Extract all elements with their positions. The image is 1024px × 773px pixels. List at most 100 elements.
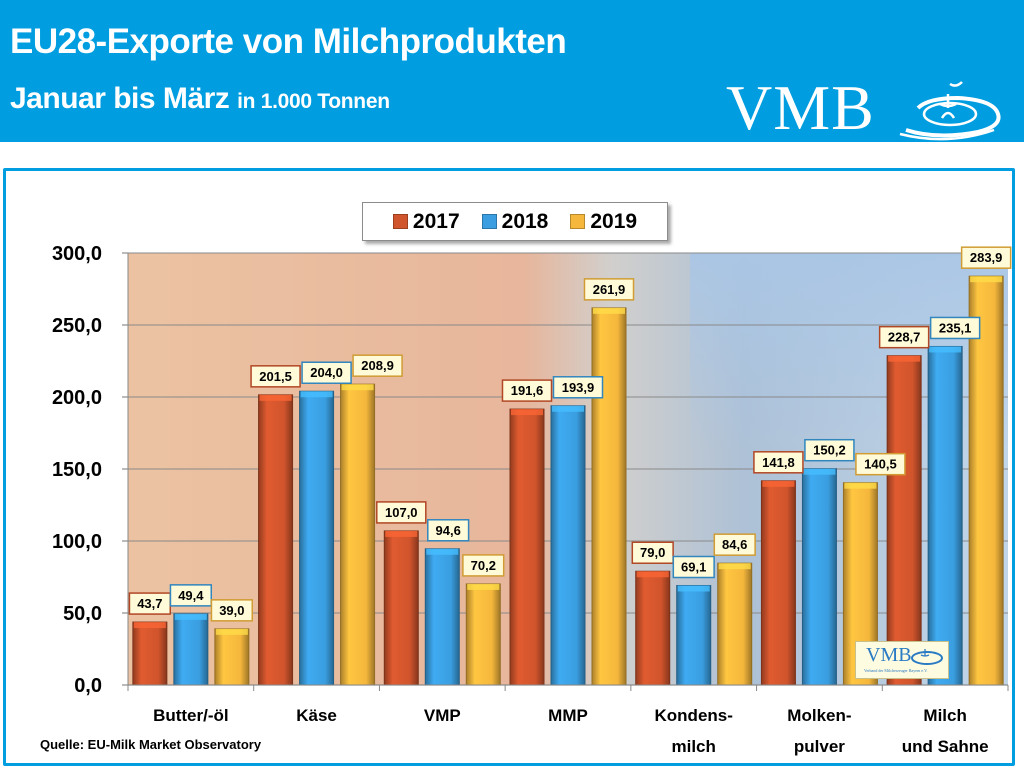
- bar-2017-0: [132, 621, 168, 686]
- x-tick-label: Käse: [296, 706, 337, 725]
- data-label-text: 193,9: [562, 380, 595, 395]
- data-label-text: 70,2: [471, 558, 496, 573]
- bar-cap-2017-6: [888, 355, 921, 362]
- data-label-text: 49,4: [178, 588, 204, 603]
- data-label-2018-3: 193,9: [552, 376, 604, 399]
- watermark-emblem-icon: [911, 649, 943, 665]
- legend-item-2019: 2019: [570, 210, 637, 234]
- bar-2018-1: [299, 390, 335, 686]
- data-label-box: [631, 541, 674, 564]
- data-label-text: 235,1: [939, 320, 972, 335]
- y-tick-label: 50,0: [63, 603, 102, 625]
- data-label-2017-5: 141,8: [753, 451, 804, 474]
- bar-cap-2017-3: [511, 409, 543, 416]
- legend-item-2017: 2017: [392, 210, 460, 234]
- x-tick-label: Kondens-: [655, 706, 733, 725]
- header-banner: EU28-Exporte von Milchprodukten Januar b…: [0, 0, 1024, 142]
- data-label-text: 204,0: [310, 365, 343, 380]
- x-tick-label: pulver: [794, 737, 845, 756]
- data-label-2017-3: 191,6: [501, 379, 553, 402]
- data-label-box: [878, 325, 930, 349]
- bar-cap-2019-5: [844, 482, 877, 489]
- data-label-text: 191,6: [511, 383, 544, 398]
- y-axis: 0,0 50,0 100,0 150,0 200,0 250,0 300,0: [52, 243, 129, 697]
- data-label-2017-4: 79,0: [631, 541, 674, 564]
- bar-2017-4: [635, 570, 671, 686]
- data-label-box: [713, 533, 756, 556]
- bar-cap-2019-6: [970, 276, 1003, 283]
- bar-cap-2018-2: [426, 548, 459, 555]
- x-tick-label: Molken-: [787, 706, 851, 725]
- bar-2019-4: [717, 562, 753, 686]
- data-label-2019-0: 39,0: [210, 599, 254, 622]
- data-label-text: 141,8: [762, 455, 795, 470]
- bar-2019-2: [465, 583, 501, 686]
- data-label-box: [352, 354, 403, 377]
- data-label-text: 150,2: [813, 443, 846, 458]
- vmb-watermark-logo: VMB Verband der Milcherzeuger Bayern e.V…: [855, 641, 949, 679]
- legend-label-2018: 2018: [501, 209, 549, 233]
- data-label-2019-4: 84,6: [713, 533, 756, 556]
- data-label-box: [250, 365, 301, 388]
- watermark-logo-text: VMB: [866, 644, 912, 666]
- data-label-box: [804, 438, 855, 462]
- bar-cap-2019-1: [341, 384, 374, 391]
- legend-item-2018: 2018: [481, 209, 549, 234]
- data-label-box: [855, 452, 906, 476]
- page-subtitle: Januar bis März in 1.000 Tonnen: [10, 82, 390, 116]
- y-tick-label: 300,0: [52, 243, 102, 265]
- data-label-2018-0: 49,4: [169, 584, 213, 607]
- bar-cap-2017-0: [133, 622, 166, 629]
- legend-swatch-2017: [392, 214, 408, 229]
- bar-cap-2018-0: [174, 613, 207, 620]
- data-label-box: [960, 246, 1012, 269]
- data-label-box: [583, 278, 635, 301]
- data-label-text: 39,0: [219, 603, 244, 618]
- bar-2017-5: [760, 480, 796, 686]
- data-label-box: [753, 451, 804, 474]
- unit-label: in 1.000 Tonnen: [237, 90, 390, 113]
- bar-2017-2: [383, 530, 419, 686]
- bar-2019-1: [340, 383, 376, 686]
- legend-swatch-2019: [570, 214, 586, 229]
- data-label-2017-0: 43,7: [128, 592, 172, 615]
- y-tick-label: 250,0: [52, 315, 102, 337]
- x-tick-label: und Sahne: [902, 737, 989, 756]
- data-label-2017-1: 201,5: [250, 365, 301, 388]
- bar-2017-3: [509, 408, 545, 686]
- vmb-logo-text: VMB: [726, 72, 875, 143]
- data-label-text: 107,0: [385, 505, 418, 520]
- bar-cap-2017-4: [636, 571, 669, 578]
- y-tick-label: 100,0: [52, 531, 102, 553]
- bar-cap-2018-1: [300, 391, 333, 398]
- vmb-logo: VMB: [726, 76, 1016, 142]
- bar-cap-2018-6: [929, 346, 962, 353]
- y-tick-label: 150,0: [52, 459, 102, 481]
- data-label-box: [427, 519, 470, 542]
- legend-label-2019: 2019: [590, 209, 638, 233]
- bar-cap-2018-3: [552, 405, 584, 412]
- data-label-text: 84,6: [722, 537, 747, 552]
- source-note: Quelle: EU-Milk Market Observatory: [40, 737, 262, 752]
- data-label-box: [552, 376, 604, 399]
- data-label-box: [376, 501, 427, 524]
- bar-cap-2019-3: [593, 307, 625, 314]
- bar-2019-3: [591, 307, 627, 686]
- x-axis: Butter/-öl Käse VMP MMP Kondens-milch Molken-…: [127, 684, 1009, 756]
- x-tick-label: MMP: [548, 706, 588, 725]
- data-label-2019-3: 261,9: [583, 278, 635, 301]
- data-labels: 43,7 201,5 107,0 191,6 79,0 141,8 228,7 49,4 204…: [128, 246, 1012, 622]
- data-label-2019-6: 283,9: [960, 246, 1012, 269]
- data-label-text: 283,9: [970, 250, 1003, 265]
- bar-2018-3: [550, 405, 586, 686]
- y-tick-label: 0,0: [74, 675, 102, 697]
- bar-2018-0: [173, 613, 209, 686]
- data-label-text: 69,1: [681, 559, 706, 574]
- data-label-box: [169, 584, 213, 607]
- data-label-text: 94,6: [436, 523, 461, 538]
- bar-2019-0: [214, 628, 250, 686]
- data-label-box: [210, 599, 254, 622]
- data-label-2018-5: 150,2: [804, 438, 855, 462]
- data-label-box: [929, 316, 981, 340]
- bar-2018-5: [801, 468, 837, 686]
